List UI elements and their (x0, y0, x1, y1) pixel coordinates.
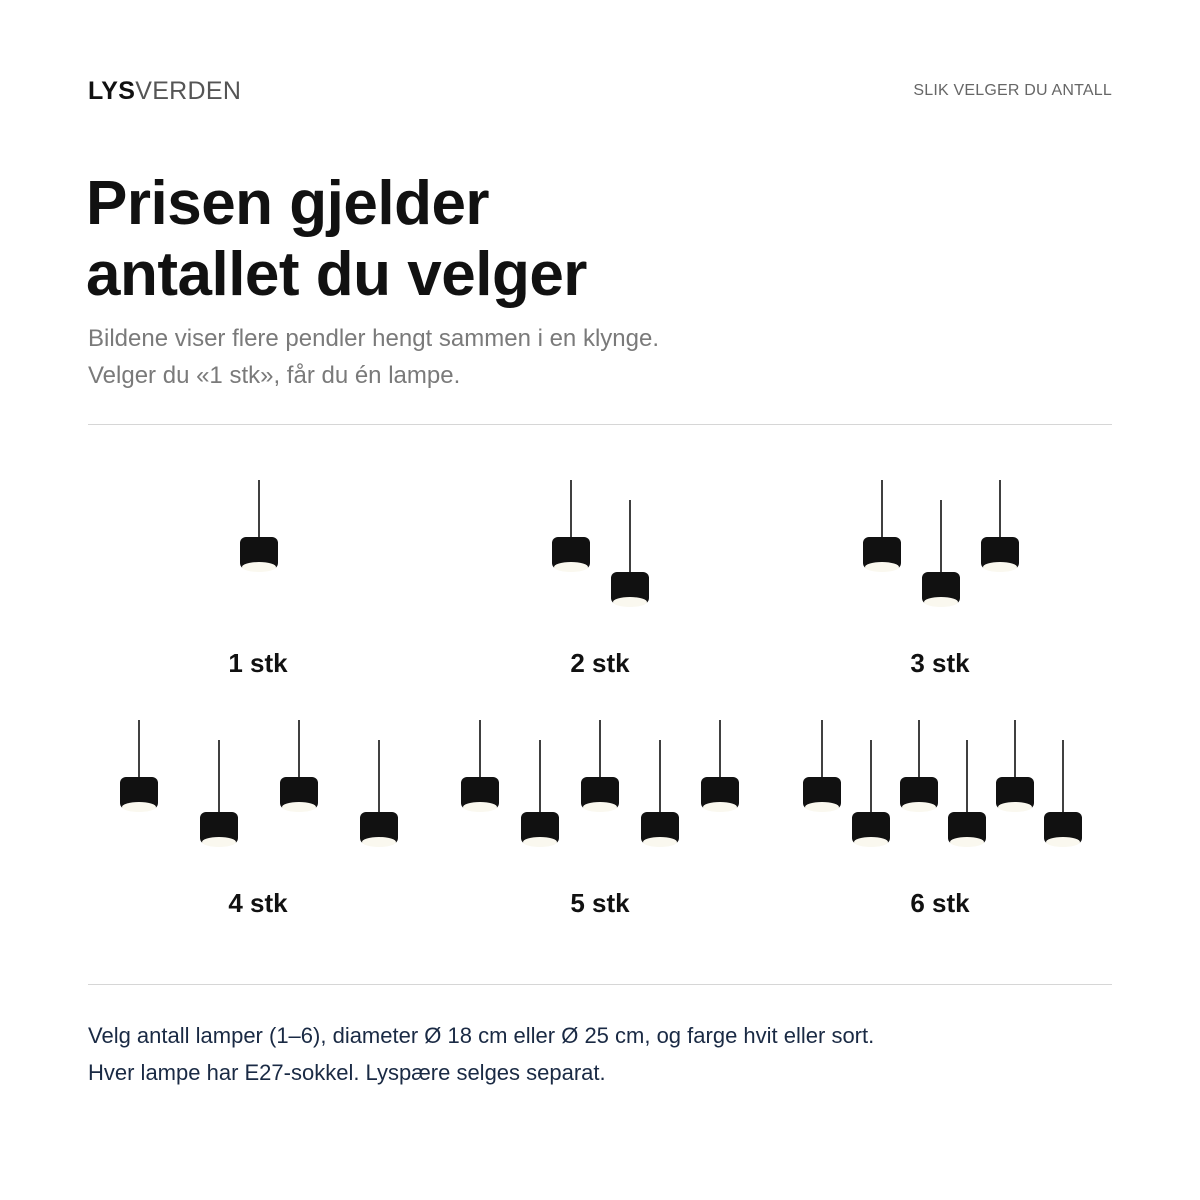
pendant-lamp-icon (280, 720, 318, 812)
quantity-option-2[interactable]: 2 stk (430, 470, 770, 690)
pendant-lamp-icon (581, 720, 619, 812)
pendant-lamp-icon (996, 720, 1034, 812)
brand-logo-strong: LYS (88, 77, 136, 105)
pendant-lamp-icon (1044, 740, 1082, 847)
pendant-lamp-icon (922, 500, 960, 607)
page-title-line-2: antallet du velger (86, 240, 587, 309)
product-info-line-2: Hver lampe har E27-sokkel. Lyspære selge… (88, 1060, 606, 1085)
subtitle-line-1: Bildene viser flere pendler hengt sammen… (88, 325, 659, 352)
pendant-lamp-icon (803, 720, 841, 812)
lamp-cluster-3 (863, 480, 1019, 607)
pendant-lamp-icon (900, 720, 938, 812)
pendant-lamp-icon (552, 480, 590, 572)
quantity-label-2: 2 stk (570, 648, 630, 678)
pendant-lamp-icon (611, 500, 649, 607)
quantity-option-6[interactable]: 6 stk (770, 710, 1110, 930)
quantity-option-5[interactable]: 5 stk (430, 710, 770, 930)
product-info-line-1: Velg antall lamper (1–6), diameter Ø 18 … (88, 1023, 875, 1048)
pendant-lamp-icon (863, 480, 901, 572)
pendant-lamp-icon (701, 720, 739, 812)
subtitle-line-2: Velger du «1 stk», får du én lampe. (88, 362, 461, 389)
how-to-choose-link[interactable]: SLIK VELGER DU ANTALL (913, 82, 1112, 99)
page-title-line-1: Prisen gjelder (86, 169, 490, 238)
pendant-lamp-icon (641, 740, 679, 847)
pendant-lamp-icon (360, 740, 398, 847)
lamp-cluster-6 (803, 720, 1082, 847)
brand-logo-light: VERDEN (135, 77, 242, 105)
lamp-cluster-5 (461, 720, 739, 847)
quantity-label-6: 6 stk (910, 888, 970, 918)
pendant-lamp-icon (120, 720, 158, 812)
quantity-option-3[interactable]: 3 stk (770, 470, 1110, 690)
pendant-lamp-icon (948, 740, 986, 847)
page-title: Prisen gjelder antallet du velger (86, 168, 587, 310)
bottom-divider (88, 984, 1112, 985)
pendant-lamp-icon (521, 740, 559, 847)
product-info: Velg antall lamper (1–6), diameter Ø 18 … (88, 1017, 874, 1091)
pendant-lamp-icon (200, 740, 238, 847)
page-subtitle: Bildene viser flere pendler hengt sammen… (88, 320, 659, 394)
quantity-option-1[interactable]: 1 stk (88, 470, 428, 690)
lamp-cluster-4 (120, 720, 398, 847)
brand-logo[interactable]: LYSVERDEN (88, 76, 241, 106)
quantity-option-4[interactable]: 4 stk (88, 710, 428, 930)
quantity-label-5: 5 stk (570, 888, 630, 918)
pendant-lamp-icon (852, 740, 890, 847)
quantity-label-4: 4 stk (228, 888, 288, 918)
pendant-lamp-icon (981, 480, 1019, 572)
quantity-label-1: 1 stk (228, 648, 288, 678)
top-divider (88, 424, 1112, 425)
pendant-lamp-icon (240, 480, 278, 572)
lamp-cluster-1 (240, 480, 278, 572)
quantity-label-3: 3 stk (910, 648, 970, 678)
pendant-lamp-icon (461, 720, 499, 812)
lamp-cluster-2 (552, 480, 649, 607)
